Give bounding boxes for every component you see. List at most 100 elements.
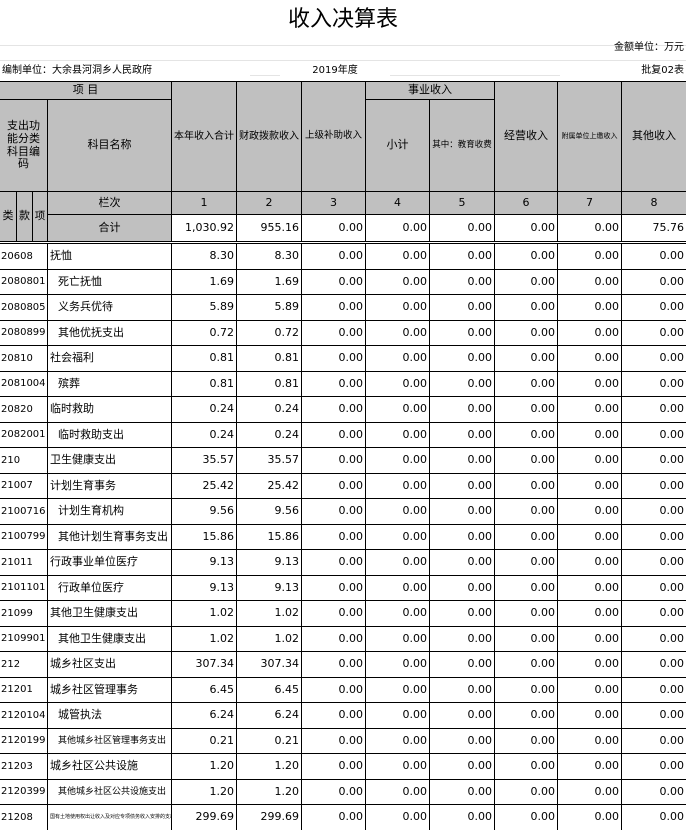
row-value: 0.00 bbox=[429, 753, 495, 780]
header-column: 经营收入 bbox=[494, 81, 558, 192]
row-value: 0.00 bbox=[621, 728, 686, 754]
title: 收入决算表 bbox=[0, 0, 686, 40]
row-value: 0.00 bbox=[557, 575, 622, 601]
row-value: 0.00 bbox=[365, 804, 430, 830]
row-name: 城乡社区支出 bbox=[47, 651, 172, 678]
row-value: 0.00 bbox=[365, 294, 430, 321]
row-name: 城管执法 bbox=[47, 702, 172, 729]
row-value: 0.00 bbox=[301, 473, 366, 499]
row-value: 0.00 bbox=[494, 447, 558, 474]
row-value: 0.00 bbox=[494, 269, 558, 295]
row-value: 0.00 bbox=[429, 345, 495, 372]
row-name: 行政单位医疗 bbox=[47, 575, 172, 601]
row-value: 0.00 bbox=[494, 728, 558, 754]
row-value: 0.81 bbox=[236, 371, 302, 397]
column-number: 8 bbox=[621, 191, 686, 215]
row-value: 0.00 bbox=[429, 728, 495, 754]
row-code: 21007 bbox=[0, 473, 48, 499]
row-value: 0.00 bbox=[621, 269, 686, 295]
row-value: 0.00 bbox=[365, 753, 430, 780]
row-name: 其他城乡社区管理事务支出 bbox=[47, 728, 172, 754]
row-value: 1.02 bbox=[171, 600, 237, 627]
row-value: 0.00 bbox=[365, 422, 430, 448]
row-code: 212 bbox=[0, 651, 48, 678]
total-value: 0.00 bbox=[494, 214, 558, 242]
row-name: 城乡社区管理事务 bbox=[47, 677, 172, 703]
header-xiang: 项 bbox=[32, 191, 48, 242]
row-code: 2101101 bbox=[0, 575, 48, 601]
row-value: 0.00 bbox=[301, 524, 366, 550]
row-value: 0.00 bbox=[301, 702, 366, 729]
row-value: 0.00 bbox=[365, 549, 430, 576]
row-value: 5.89 bbox=[236, 294, 302, 321]
row-value: 0.00 bbox=[621, 753, 686, 780]
header-code: 支出功能分类科目编码 bbox=[0, 99, 48, 192]
row-value: 0.00 bbox=[557, 600, 622, 627]
row-value: 15.86 bbox=[171, 524, 237, 550]
column-number: 7 bbox=[557, 191, 622, 215]
row-value: 0.00 bbox=[557, 345, 622, 372]
row-value: 0.00 bbox=[621, 549, 686, 576]
row-value: 0.00 bbox=[429, 575, 495, 601]
column-number: 6 bbox=[494, 191, 558, 215]
row-value: 0.00 bbox=[621, 677, 686, 703]
row-code: 210 bbox=[0, 447, 48, 474]
row-value: 0.00 bbox=[494, 753, 558, 780]
total-value: 955.16 bbox=[236, 214, 302, 242]
row-value: 0.00 bbox=[621, 447, 686, 474]
row-value: 0.00 bbox=[429, 600, 495, 627]
row-code: 21099 bbox=[0, 600, 48, 627]
row-code: 2120199 bbox=[0, 728, 48, 754]
row-value: 9.13 bbox=[236, 575, 302, 601]
row-value: 0.00 bbox=[494, 498, 558, 525]
row-value: 0.00 bbox=[494, 677, 558, 703]
row-value: 0.00 bbox=[494, 473, 558, 499]
row-code: 2082001 bbox=[0, 422, 48, 448]
row-value: 0.00 bbox=[429, 294, 495, 321]
row-value: 0.00 bbox=[365, 651, 430, 678]
row-code: 21201 bbox=[0, 677, 48, 703]
row-value: 0.00 bbox=[301, 549, 366, 576]
row-value: 0.00 bbox=[621, 422, 686, 448]
row-value: 0.72 bbox=[236, 320, 302, 346]
header-lei: 类 bbox=[0, 191, 17, 242]
header-group: 事业收入 bbox=[365, 81, 495, 100]
header-column: 小计 bbox=[365, 99, 430, 192]
row-value: 307.34 bbox=[171, 651, 237, 678]
row-value: 0.00 bbox=[365, 473, 430, 499]
row-value: 0.00 bbox=[301, 498, 366, 525]
row-value: 1.69 bbox=[236, 269, 302, 295]
row-value: 0.00 bbox=[621, 524, 686, 550]
row-code: 2100799 bbox=[0, 524, 48, 550]
row-value: 0.00 bbox=[621, 371, 686, 397]
row-value: 0.00 bbox=[557, 498, 622, 525]
row-value: 0.24 bbox=[171, 396, 237, 423]
row-value: 0.00 bbox=[557, 651, 622, 678]
row-value: 0.00 bbox=[429, 498, 495, 525]
row-code: 2109901 bbox=[0, 626, 48, 652]
row-code: 20608 bbox=[0, 243, 48, 270]
row-value: 0.00 bbox=[365, 447, 430, 474]
row-value: 1.20 bbox=[236, 753, 302, 780]
row-value: 0.00 bbox=[301, 396, 366, 423]
row-value: 8.30 bbox=[236, 243, 302, 270]
row-value: 0.00 bbox=[494, 243, 558, 270]
row-value: 0.00 bbox=[365, 498, 430, 525]
column-number: 2 bbox=[236, 191, 302, 215]
row-value: 0.00 bbox=[557, 728, 622, 754]
row-value: 0.00 bbox=[429, 269, 495, 295]
row-value: 0.00 bbox=[621, 294, 686, 321]
row-value: 0.00 bbox=[301, 651, 366, 678]
row-value: 0.00 bbox=[494, 702, 558, 729]
row-value: 0.00 bbox=[494, 549, 558, 576]
row-code: 2120399 bbox=[0, 779, 48, 805]
row-value: 0.00 bbox=[621, 779, 686, 805]
row-value: 0.24 bbox=[171, 422, 237, 448]
row-code: 21203 bbox=[0, 753, 48, 780]
header-item: 项 目 bbox=[0, 81, 172, 100]
total-value: 0.00 bbox=[365, 214, 430, 242]
column-number: 4 bbox=[365, 191, 430, 215]
header-column: 附属单位上缴收入 bbox=[557, 81, 622, 192]
row-name: 义务兵优待 bbox=[47, 294, 172, 321]
row-value: 0.00 bbox=[494, 294, 558, 321]
